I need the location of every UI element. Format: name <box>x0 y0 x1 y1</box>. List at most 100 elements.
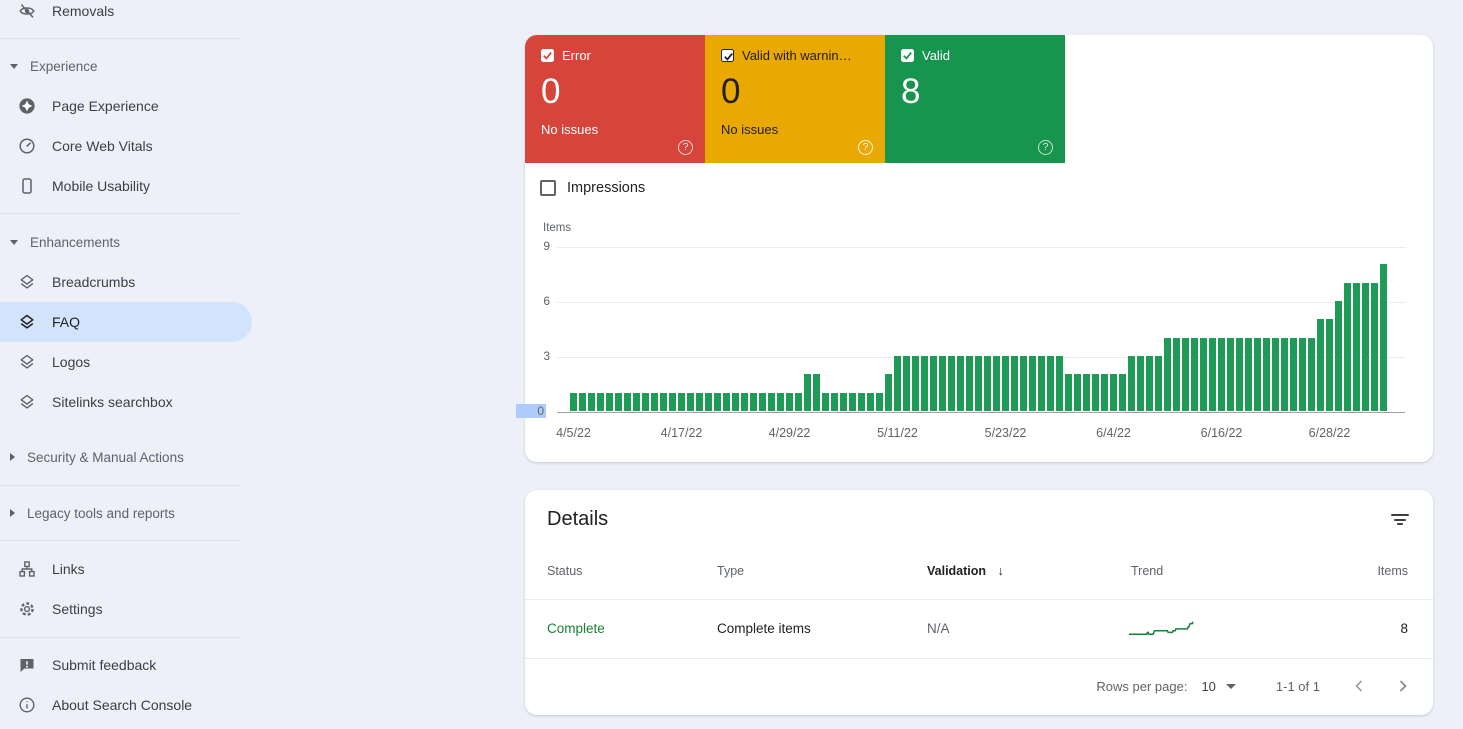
items-over-time-chart[interactable]: 9 6 3 0 4/5/22 4/17/22 4/29/22 5/11/22 5/23/22 6… <box>516 239 1405 440</box>
sidebar-item-page-experience[interactable]: Page Experience <box>0 86 252 126</box>
bar[interactable] <box>1317 319 1324 411</box>
bar[interactable] <box>1344 282 1351 411</box>
bar[interactable] <box>1380 264 1387 411</box>
unchecked-checkbox-icon[interactable] <box>540 180 556 196</box>
bar[interactable] <box>777 392 784 411</box>
column-header-validation[interactable]: Validation ↓ <box>927 564 1004 578</box>
bar[interactable] <box>1002 356 1009 411</box>
valid-with-warnings-card[interactable]: Valid with warnin… 0 No issues <box>705 35 885 163</box>
bar[interactable] <box>1272 337 1279 411</box>
sidebar-item-settings[interactable]: Settings <box>0 589 252 629</box>
rows-per-page-value[interactable]: 10 <box>1201 678 1216 694</box>
bar[interactable] <box>597 392 604 411</box>
bar[interactable] <box>1371 282 1378 411</box>
bar[interactable] <box>876 392 883 411</box>
column-header-items[interactable]: Items <box>1377 564 1408 578</box>
checked-checkbox-icon[interactable] <box>901 49 914 62</box>
bar[interactable] <box>687 392 694 411</box>
bar[interactable] <box>1209 337 1216 411</box>
bar[interactable] <box>1110 374 1117 411</box>
sidebar-item-breadcrumbs[interactable]: Breadcrumbs <box>0 262 252 302</box>
bar[interactable] <box>1020 356 1027 411</box>
sidebar-item-removals[interactable]: Removals <box>0 0 252 22</box>
checked-checkbox-icon[interactable] <box>541 49 554 62</box>
bar[interactable] <box>633 392 640 411</box>
filter-icon[interactable] <box>1391 514 1409 525</box>
bar[interactable] <box>786 392 793 411</box>
bar[interactable] <box>1065 374 1072 411</box>
bar[interactable] <box>885 374 892 411</box>
rows-per-page-dropdown-icon[interactable] <box>1225 683 1236 689</box>
bar[interactable] <box>894 356 901 411</box>
sidebar-section-legacy-tools[interactable]: Legacy tools and reports <box>0 493 252 533</box>
bar[interactable] <box>948 356 955 411</box>
bar[interactable] <box>696 392 703 411</box>
bar[interactable] <box>750 392 757 411</box>
bar[interactable] <box>1326 319 1333 411</box>
bar[interactable] <box>1056 356 1063 411</box>
bar[interactable] <box>1074 374 1081 411</box>
sidebar-item-sitelinks-searchbox[interactable]: Sitelinks searchbox <box>0 382 252 422</box>
sidebar-item-about-search-console[interactable]: About Search Console <box>0 685 252 725</box>
help-icon[interactable] <box>1038 140 1053 155</box>
column-header-status[interactable]: Status <box>547 564 583 578</box>
valid-card[interactable]: Valid 8 <box>885 35 1065 163</box>
bar[interactable] <box>579 392 586 411</box>
bar[interactable] <box>588 392 595 411</box>
bar[interactable] <box>1164 337 1171 411</box>
bar[interactable] <box>1101 374 1108 411</box>
bar[interactable] <box>1281 337 1288 411</box>
bar[interactable] <box>795 392 802 411</box>
bar[interactable] <box>651 392 658 411</box>
bar[interactable] <box>678 392 685 411</box>
sidebar-item-faq[interactable]: FAQ <box>0 302 252 342</box>
bar[interactable] <box>1227 337 1234 411</box>
bar[interactable] <box>741 392 748 411</box>
error-card[interactable]: Error 0 No issues <box>525 35 705 163</box>
column-header-trend[interactable]: Trend <box>1131 564 1164 578</box>
next-page-button[interactable] <box>1398 679 1408 693</box>
bar[interactable] <box>912 356 919 411</box>
bar[interactable] <box>1200 337 1207 411</box>
row-status[interactable]: Complete <box>547 621 605 636</box>
bar[interactable] <box>660 392 667 411</box>
sidebar-item-core-web-vitals[interactable]: Core Web Vitals <box>0 126 252 166</box>
bar[interactable] <box>1029 356 1036 411</box>
bar[interactable] <box>669 392 676 411</box>
bar[interactable] <box>1308 337 1315 411</box>
help-icon[interactable] <box>678 140 693 155</box>
bar[interactable] <box>1263 337 1270 411</box>
bar[interactable] <box>1119 374 1126 411</box>
bar[interactable] <box>840 392 847 411</box>
bar[interactable] <box>813 374 820 411</box>
sidebar-section-enhancements[interactable]: Enhancements <box>0 222 252 262</box>
bar[interactable] <box>1254 337 1261 411</box>
bar[interactable] <box>1191 337 1198 411</box>
impressions-toggle[interactable]: Impressions <box>540 180 645 196</box>
bar[interactable] <box>1182 337 1189 411</box>
bar[interactable] <box>1353 282 1360 411</box>
bar[interactable] <box>615 392 622 411</box>
bar[interactable] <box>1146 356 1153 411</box>
bar[interactable] <box>723 392 730 411</box>
bar[interactable] <box>624 392 631 411</box>
bar[interactable] <box>1218 337 1225 411</box>
bar[interactable] <box>921 356 928 411</box>
bar[interactable] <box>768 392 775 411</box>
bar[interactable] <box>1128 356 1135 411</box>
bar[interactable] <box>1299 337 1306 411</box>
bar[interactable] <box>849 392 856 411</box>
bar[interactable] <box>1047 356 1054 411</box>
bar[interactable] <box>714 392 721 411</box>
bar[interactable] <box>1137 356 1144 411</box>
bar[interactable] <box>1245 337 1252 411</box>
bar[interactable] <box>957 356 964 411</box>
bar[interactable] <box>606 392 613 411</box>
bar[interactable] <box>993 356 1000 411</box>
bar[interactable] <box>732 392 739 411</box>
bar[interactable] <box>1038 356 1045 411</box>
sidebar-section-security-manual-actions[interactable]: Security & Manual Actions <box>0 437 252 477</box>
bar[interactable] <box>930 356 937 411</box>
column-header-type[interactable]: Type <box>717 564 745 578</box>
sidebar-item-logos[interactable]: Logos <box>0 342 252 382</box>
